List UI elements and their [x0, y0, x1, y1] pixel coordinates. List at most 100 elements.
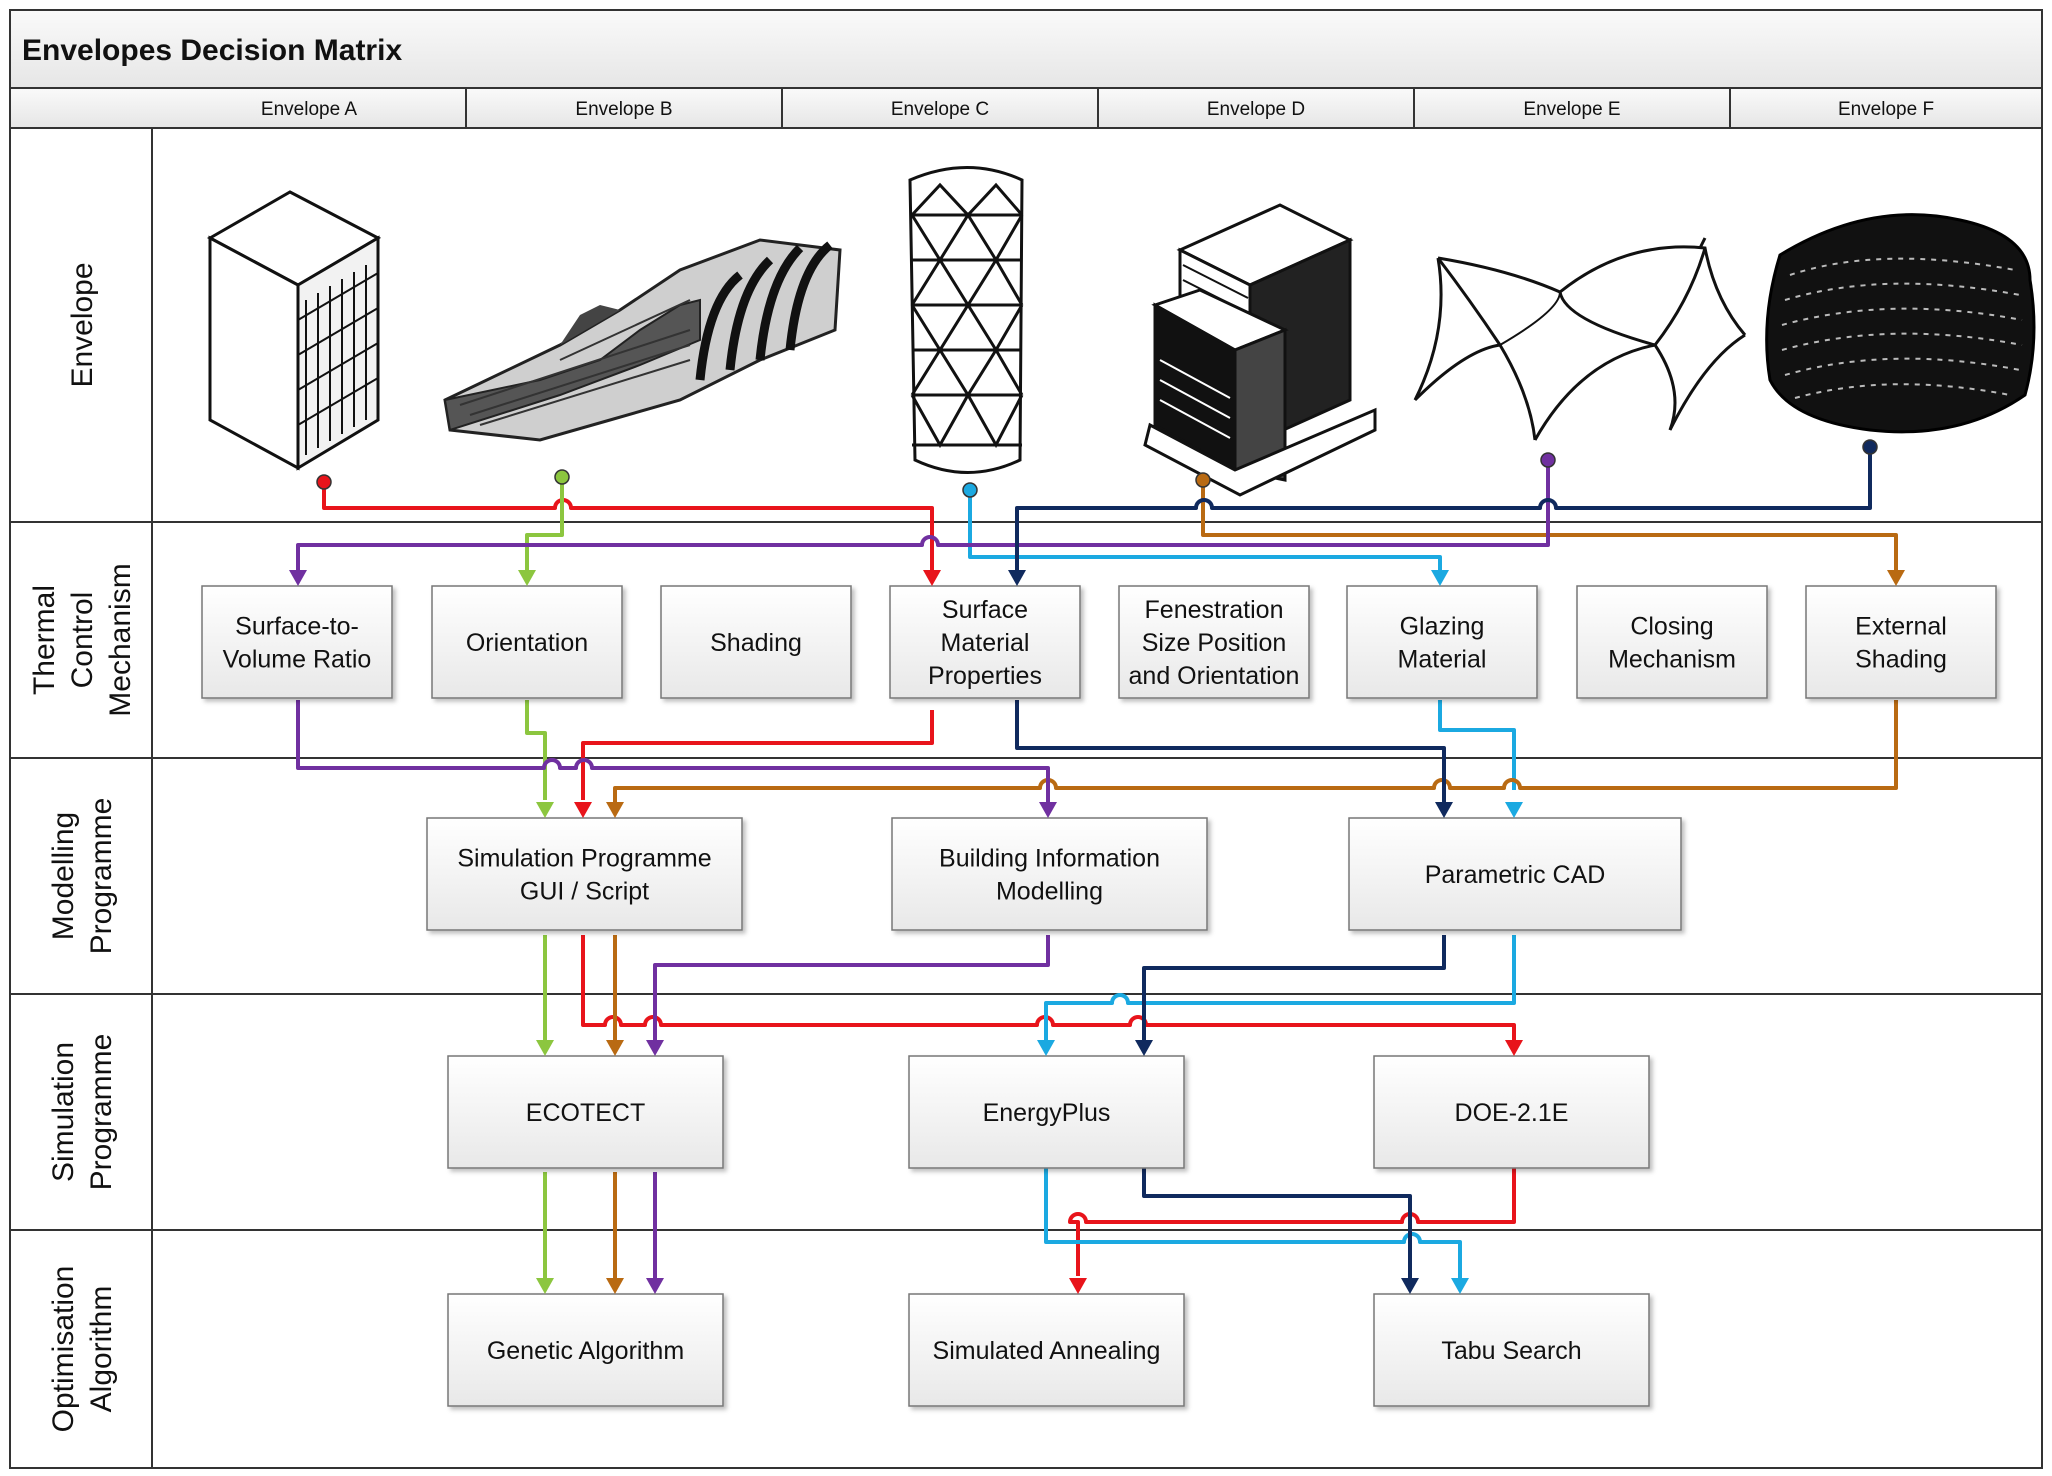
row-label-simulation-programme: Simulation Programme [47, 1034, 118, 1191]
box-label-line: Mechanism [1608, 646, 1736, 674]
box-frame [1118, 585, 1310, 699]
box-doe-2-1e: DOE-2.1E [1373, 1055, 1650, 1169]
arrowhead [1037, 1040, 1055, 1056]
column-header-bar [9, 87, 2043, 129]
box-tabu-search: Tabu Search [1373, 1293, 1650, 1407]
row-label-line: Envelope [66, 262, 99, 387]
envelope-illustrations [206, 166, 2036, 497]
box-fenestration: Fenestration Size Position and Orientation [1118, 585, 1310, 699]
row-label-line: Programme [85, 1034, 118, 1191]
arrowhead [1401, 1278, 1419, 1294]
column-header-f: Envelope F [1838, 99, 1934, 120]
dense-louvred-drum-icon [1765, 213, 2036, 434]
arrowhead [1451, 1278, 1469, 1294]
column-dividers [465, 88, 1731, 128]
row-label-line: Thermal [28, 585, 61, 695]
box-label-line: Simulated Annealing [933, 1337, 1161, 1365]
box-label-line: Shading [710, 629, 802, 657]
box-label-line: Surface [942, 596, 1028, 624]
box-label-line: Material [941, 629, 1030, 657]
box-frame [447, 1293, 724, 1407]
arrowhead [1505, 802, 1523, 818]
box-label-line: Closing [1630, 613, 1713, 641]
row-label-line: Mechanism [104, 563, 137, 716]
box-label-line: Properties [928, 662, 1042, 690]
row-label-line: Control [66, 592, 99, 689]
box-building-information-modelling: Building Information Modelling [891, 817, 1208, 931]
row-label-line: Modelling [47, 812, 80, 940]
arrowhead [923, 570, 941, 586]
box-frame [201, 585, 393, 699]
row-label-optimisation-algorithm: Optimisation Algorithm [47, 1266, 118, 1433]
arrowhead [1431, 570, 1449, 586]
box-label-line: Parametric CAD [1425, 861, 1606, 889]
arrowhead [574, 802, 592, 818]
box-frame [660, 585, 852, 699]
row-label-line: Programme [85, 798, 118, 955]
box-energyplus: EnergyPlus [908, 1055, 1185, 1169]
box-label-line: External [1855, 613, 1947, 641]
box-label-line: Genetic Algorithm [487, 1337, 684, 1365]
arrowhead [536, 1278, 554, 1294]
box-closing-mechanism: Closing Mechanism [1576, 585, 1768, 699]
arrowhead [1505, 1040, 1523, 1056]
box-frame [1346, 585, 1538, 699]
source-dot [316, 474, 332, 490]
box-frame [1805, 585, 1997, 699]
row-label-line: Simulation [47, 1042, 80, 1182]
box-label-line: ECOTECT [526, 1099, 645, 1127]
stepped-slab-block-icon [1143, 203, 1377, 497]
source-dot [1195, 472, 1211, 488]
arrowhead [1039, 802, 1057, 818]
arrowhead [646, 1040, 664, 1056]
box-label-line: Fenestration [1145, 596, 1284, 624]
arrowhead [1435, 802, 1453, 818]
title-bar [9, 9, 2043, 89]
diagram-title: Envelopes Decision Matrix [22, 34, 402, 67]
connector-envelope-e [296, 460, 1550, 1280]
box-label-line: GUI / Script [520, 878, 649, 906]
box-surface-material-properties: Surface Material Properties [889, 585, 1081, 699]
box-label-line: Orientation [466, 629, 588, 657]
box-shading: Shading [660, 585, 852, 699]
row-label-thermal-control-mechanism: Thermal Control Mechanism [28, 563, 137, 716]
box-label-line: Simulation Programme [457, 845, 711, 873]
box-frame [891, 817, 1208, 931]
box-label-line: DOE-2.1E [1455, 1099, 1569, 1127]
box-frame [431, 585, 623, 699]
row-label-modelling-programme: Modelling Programme [47, 798, 118, 955]
column-header-e: Envelope E [1523, 99, 1620, 120]
box-frame [1576, 585, 1768, 699]
column-header-d: Envelope D [1207, 99, 1305, 120]
tensile-membrane-canopy-icon [1413, 237, 1747, 441]
row-label-envelope: Envelope [66, 262, 99, 387]
box-ecotect: ECOTECT [447, 1055, 724, 1169]
arrowhead [606, 1040, 624, 1056]
box-external-shading: External Shading [1805, 585, 1997, 699]
connector-envelope-b [525, 477, 564, 1280]
box-simulated-annealing: Simulated Annealing [908, 1293, 1185, 1407]
arrowhead [536, 1040, 554, 1056]
box-genetic-algorithm: Genetic Algorithm [447, 1293, 724, 1407]
box-frame [447, 1055, 724, 1169]
column-header-b: Envelope B [575, 99, 672, 120]
box-label-line: Modelling [996, 878, 1103, 906]
box-parametric-cad: Parametric CAD [1348, 817, 1682, 931]
box-glazing-material: Glazing Material [1346, 585, 1538, 699]
arrowhead [606, 802, 624, 818]
row-label-line: Optimisation [47, 1266, 80, 1433]
source-dot [554, 469, 570, 485]
box-label-line: Glazing [1400, 613, 1485, 641]
box-orientation: Orientation [431, 585, 623, 699]
arrowhead [606, 1278, 624, 1294]
triangulated-diagrid-tower-icon [908, 166, 1024, 474]
box-surface-to-volume-ratio: Surface-to- Volume Ratio [201, 585, 393, 699]
arrowhead [1135, 1040, 1153, 1056]
row-dividers [10, 521, 2042, 1231]
box-label-line: Volume Ratio [223, 646, 372, 674]
arrowhead [1887, 570, 1905, 586]
row-labels: Envelope Thermal Control Mechanism Modelling… [28, 262, 137, 1432]
box-label-line: Building Information [939, 845, 1160, 873]
box-frame [426, 817, 743, 931]
arrowhead [289, 570, 307, 586]
